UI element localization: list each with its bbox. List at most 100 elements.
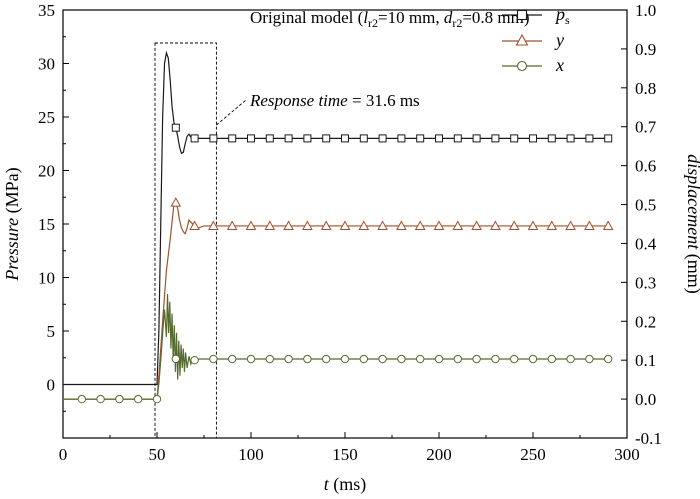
data-point-x (265, 354, 274, 364)
y-right-tick-label: 0.5 (635, 196, 656, 215)
data-point-x (566, 354, 575, 364)
data-point-y (358, 220, 370, 230)
data-point-ps (190, 134, 199, 143)
data-point-ps (416, 134, 425, 143)
legend-item-ps: ps (502, 4, 570, 27)
data-point-y (396, 220, 407, 230)
x-tick-label: 250 (520, 445, 546, 464)
data-point-x (359, 354, 368, 364)
x-tick-label: 200 (426, 445, 452, 464)
data-point-y (283, 220, 294, 230)
y-left-tick-label: 10 (38, 269, 55, 288)
data-point-ps (604, 134, 613, 143)
data-point-x (547, 354, 556, 364)
data-point-ps (171, 123, 180, 132)
data-point-ps (397, 134, 406, 143)
data-point-y (208, 220, 219, 230)
data-point-x (303, 354, 312, 364)
data-point-x (77, 394, 87, 404)
y-right-tick-label: 1.0 (635, 1, 656, 20)
data-point-x (134, 394, 143, 404)
data-point-ps (566, 134, 575, 143)
y-left-tick-label: 25 (38, 108, 55, 127)
y-right-tick-label: 0.6 (635, 157, 656, 176)
data-point-ps (322, 134, 331, 143)
data-point-x (209, 354, 218, 364)
series-layer (63, 50, 614, 404)
data-point-y (508, 220, 520, 230)
data-point-y (245, 220, 257, 230)
y-left-tick-label: 0 (47, 376, 56, 395)
data-point-x (340, 354, 350, 364)
y-left-tick-label: 15 (38, 215, 55, 234)
legend-label-x: x (555, 55, 564, 75)
data-point-y (433, 220, 445, 230)
y-right-tick-label: 0.0 (635, 390, 656, 409)
data-point-x (246, 354, 256, 364)
y-axis-left-title: Pressure (MPa) (2, 167, 23, 281)
x-tick-label: 50 (149, 445, 166, 464)
legend-label-ps: ps (554, 4, 570, 27)
data-point-y (452, 220, 464, 230)
data-point-x (510, 354, 519, 364)
x-axis-title: t (ms) (324, 474, 367, 495)
y-left-tick-label: 35 (38, 1, 55, 20)
data-point-y (565, 220, 576, 230)
response-time-leader (216, 99, 247, 126)
data-point-y (490, 220, 501, 230)
data-point-ps (510, 134, 519, 143)
data-point-x (284, 354, 293, 364)
data-point-ps (453, 134, 462, 143)
y-right-tick-label: 0.7 (635, 118, 657, 137)
data-point-x (453, 354, 462, 364)
y-axis-right-title: displacement (mm) (683, 154, 700, 293)
y-right-tick-label: 0.3 (635, 273, 656, 292)
data-point-x (416, 354, 425, 364)
legend-item-y: y (502, 30, 564, 50)
data-point-y (377, 220, 388, 230)
chart-title: Original model (lr2=10 mm, dr2=0.8 mm) (250, 8, 530, 30)
data-point-x (152, 394, 162, 404)
legend-marker-ps (516, 9, 528, 21)
data-point-y (339, 220, 351, 230)
data-point-ps (247, 134, 255, 143)
data-point-x (434, 354, 444, 364)
data-point-y (602, 220, 614, 230)
data-point-ps (359, 134, 368, 143)
ticks-layer: 0 50 100 150 200 250 300 0 5 10 15 20 25 30 35 -0.1 0.0 0… (38, 1, 662, 464)
data-point-ps (341, 134, 349, 143)
data-point-y (471, 220, 482, 230)
data-point-ps (378, 134, 387, 143)
data-point-x (115, 394, 124, 404)
data-point-y (264, 220, 276, 230)
data-point-ps (209, 134, 218, 143)
legend-marker-y (515, 33, 529, 46)
x-tick-label: 300 (614, 445, 640, 464)
y-right-tick-label: -0.1 (635, 429, 662, 448)
y-right-tick-label: 0.2 (635, 312, 656, 331)
data-point-ps (303, 134, 312, 143)
data-point-y (320, 220, 332, 230)
y-right-tick-label: 0.4 (635, 234, 657, 253)
legend-item-x: x (502, 55, 564, 75)
legend-marker-x (516, 60, 528, 72)
data-point-x (472, 354, 481, 364)
data-point-y (189, 220, 200, 230)
data-point-ps (547, 134, 556, 143)
y-right-tick-label: 0.9 (635, 40, 656, 59)
data-point-x (171, 354, 181, 364)
data-point-ps (435, 134, 443, 143)
data-point-x (228, 354, 237, 364)
data-point-y (584, 220, 595, 230)
data-point-y (527, 220, 539, 230)
y-left-tick-label: 5 (47, 322, 56, 341)
data-point-ps (228, 134, 237, 143)
series-line-x (63, 294, 609, 400)
data-point-y (414, 220, 426, 230)
y-right-tick-label: 0.1 (635, 351, 656, 370)
data-point-y (226, 220, 238, 230)
data-point-x (378, 354, 387, 364)
data-point-x (322, 354, 331, 364)
response-time-annotation: Response time = 31.6 ms (249, 91, 420, 110)
data-point-y (546, 220, 558, 230)
